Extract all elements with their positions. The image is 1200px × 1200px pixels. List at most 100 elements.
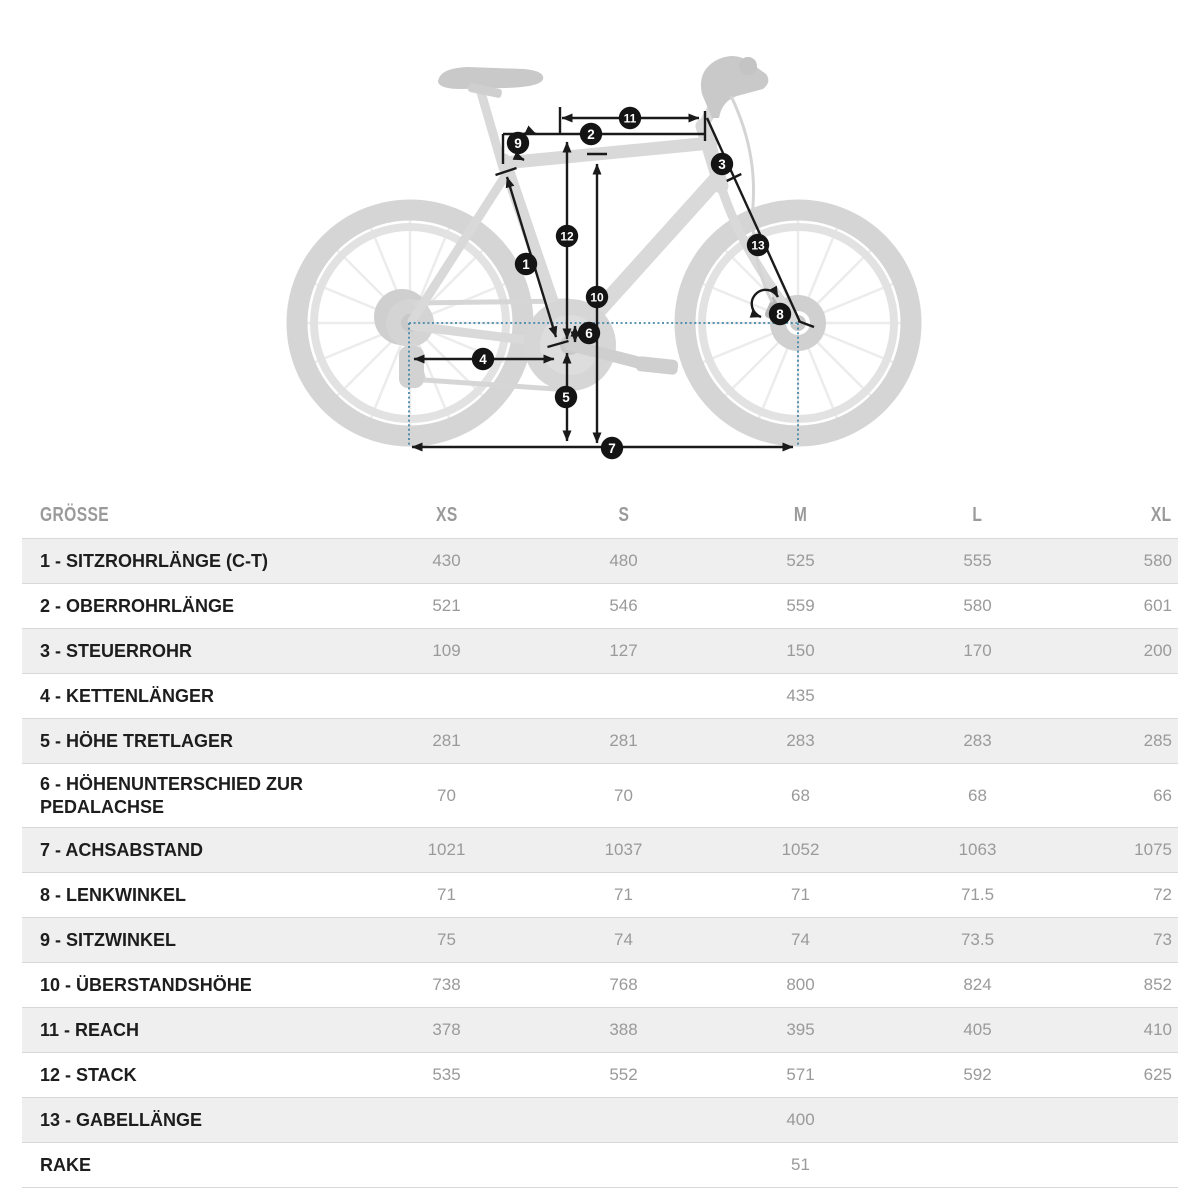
row-label: 5 - HÖHE TRETLAGER (40, 730, 234, 751)
value-cell: 625 (1143, 1065, 1172, 1084)
value-cell: 170 (963, 641, 992, 660)
value-cell: 388 (609, 1020, 638, 1039)
row-label: 3 - STEUERROHR (40, 640, 193, 661)
value-cell: 73.5 (960, 930, 995, 949)
table-row: 11 - REACH 378 388 395 405 410 (22, 1007, 1178, 1052)
handlebar-icon (700, 56, 774, 303)
dimension-marker-1: 1 (514, 252, 538, 276)
dimension-marker-9: 9 (506, 131, 530, 155)
svg-text:7: 7 (608, 441, 616, 456)
row-label: 10 - ÜBERSTANDSHÖHE (40, 974, 252, 995)
value-cell: 430 (432, 551, 461, 570)
svg-text:5: 5 (562, 390, 570, 405)
row-label: 6 - HÖHENUNTERSCHIED ZUR PEDALACHSE (40, 774, 304, 817)
table-row: 13 - GABELLÄNGE 400 (22, 1097, 1178, 1142)
value-cell: 410 (1143, 1020, 1172, 1039)
value-cell: 283 (786, 731, 815, 750)
crank-graphic (524, 299, 679, 391)
row-label: 4 - KETTENLÄNGER (40, 685, 215, 706)
value-cell: 525 (786, 551, 815, 570)
value-cell: 405 (963, 1020, 992, 1039)
table-row: 2 - OBERROHRLÄNGE 521 546 559 580 601 (22, 583, 1178, 628)
table-row: 1 - SITZROHRLÄNGE (C-T) 430 480 525 555 580 (22, 538, 1178, 583)
table-body: 1 - SITZROHRLÄNGE (C-T) 430 480 525 555 580 2 … (22, 538, 1178, 1188)
svg-text:13: 13 (751, 238, 765, 252)
value-cell: 283 (963, 731, 992, 750)
value-cell: 552 (609, 1065, 638, 1084)
value-cell: 559 (786, 596, 815, 615)
row-label: RAKE (40, 1154, 92, 1175)
value-cell: 1037 (604, 840, 643, 859)
value-cell: 71 (614, 885, 633, 904)
value-cell: 480 (609, 551, 638, 570)
svg-text:6: 6 (585, 326, 593, 341)
value-cell: 71 (437, 885, 456, 904)
value-cell: 68 (968, 785, 987, 805)
dimension-marker-12: 12 (555, 224, 579, 248)
value-cell: 1021 (427, 840, 466, 859)
svg-text:8: 8 (776, 307, 784, 322)
svg-text:11: 11 (624, 111, 637, 125)
value-cell: 150 (786, 641, 815, 660)
value-cell: 400 (786, 1110, 815, 1129)
table-row: RAKE 51 (22, 1142, 1178, 1188)
row-label: 8 - LENKWINKEL (40, 884, 186, 905)
svg-text:10: 10 (590, 290, 604, 304)
value-cell: 1063 (958, 840, 997, 859)
dimension-marker-10: 10 (585, 285, 609, 309)
svg-text:4: 4 (479, 352, 487, 367)
svg-text:2: 2 (587, 127, 595, 142)
dimension-marker-11: 11 (618, 106, 642, 130)
value-cell: 852 (1143, 975, 1172, 994)
value-cell: 580 (963, 596, 992, 615)
row-label: 7 - ACHSABSTAND (40, 839, 204, 860)
frame-graphic (407, 77, 802, 352)
value-cell: 66 (1153, 785, 1172, 805)
value-cell: 1052 (781, 840, 820, 859)
value-cell: 546 (609, 596, 638, 615)
value-cell: 738 (432, 975, 461, 994)
table-row: 9 - SITZWINKEL 75 74 74 73.5 73 (22, 917, 1178, 962)
size-header-s: S (618, 503, 629, 526)
svg-text:12: 12 (560, 229, 574, 243)
dotted-axle-lines (408, 322, 799, 445)
value-cell: 68 (791, 785, 810, 805)
table-row: 7 - ACHSABSTAND 1021 1037 1052 1063 1075 (22, 827, 1178, 872)
value-cell: 71.5 (960, 885, 995, 904)
derailleur-graphic (399, 346, 424, 388)
value-cell: 285 (1143, 731, 1172, 750)
table-row: 8 - LENKWINKEL 71 71 71 71.5 72 (22, 872, 1178, 917)
table-header-row: GRÖSSE XS S M L XL (22, 492, 1178, 538)
bike-geometry-diagram: 1 2 3 4 5 6 7 8 9 10 11 12 13 (0, 0, 1200, 492)
value-cell: 824 (963, 975, 992, 994)
size-header-m: M (793, 503, 808, 526)
row-label: 2 - OBERROHRLÄNGE (40, 595, 235, 616)
value-cell: 800 (786, 975, 815, 994)
table-row: 5 - HÖHE TRETLAGER 281 281 283 283 285 (22, 718, 1178, 763)
value-cell: 571 (786, 1065, 815, 1084)
value-cell: 580 (1143, 551, 1172, 570)
value-cell: 70 (614, 785, 633, 805)
value-cell: 75 (437, 930, 456, 949)
table-row: 10 - ÜBERSTANDSHÖHE 738 768 800 824 852 (22, 962, 1178, 1007)
value-cell: 1075 (1134, 840, 1172, 859)
value-cell: 535 (432, 1065, 461, 1084)
dimension-marker-2: 2 (579, 122, 603, 146)
table-row: 6 - HÖHENUNTERSCHIED ZUR PEDALACHSE 70 70 6… (22, 763, 1178, 827)
value-cell: 70 (437, 785, 456, 805)
value-cell: 72 (1153, 885, 1172, 904)
value-cell: 73 (1153, 930, 1172, 949)
size-header-xl: XL (1151, 503, 1172, 526)
value-cell: 71 (791, 885, 810, 904)
dimension-marker-5: 5 (554, 385, 578, 409)
dimension-marker-4: 4 (471, 347, 495, 371)
svg-text:1: 1 (522, 257, 530, 272)
bike-silhouette-graphic (286, 56, 922, 447)
size-header-xs: XS (435, 503, 458, 526)
value-cell: 200 (1143, 641, 1172, 660)
table-row: 4 - KETTENLÄNGER 435 (22, 673, 1178, 718)
table-row: 12 - STACK 535 552 571 592 625 (22, 1052, 1178, 1097)
saddle-icon (438, 67, 544, 98)
value-cell: 281 (432, 731, 461, 750)
